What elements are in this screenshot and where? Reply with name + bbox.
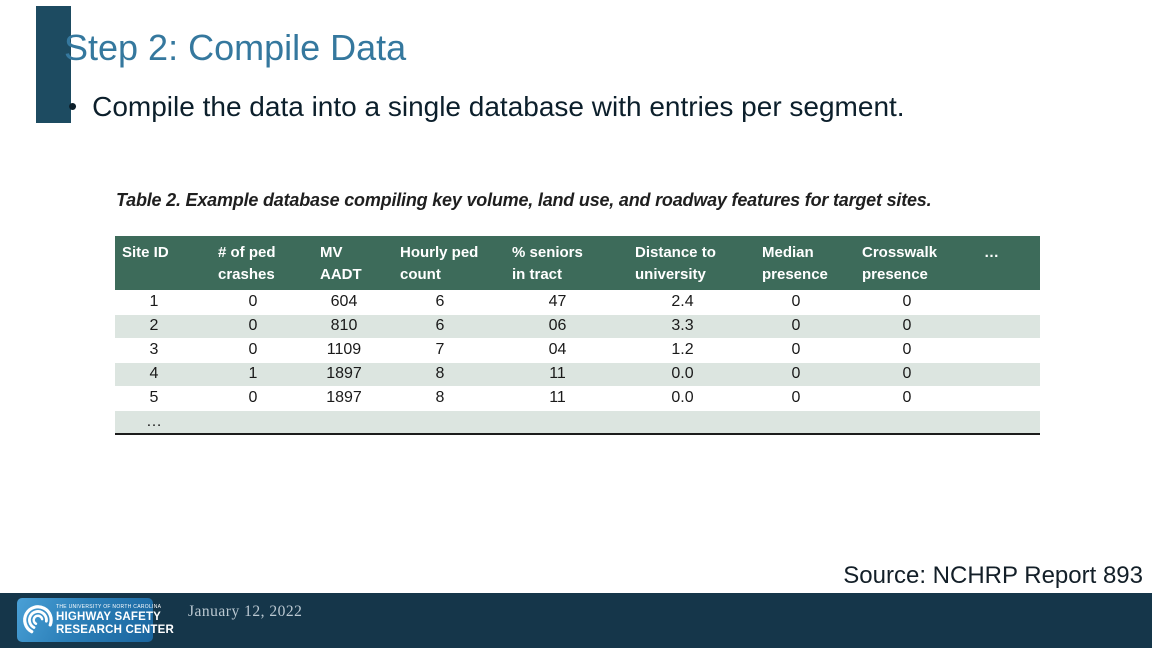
logo-title-line1: HIGHWAY SAFETY [56, 611, 162, 624]
table-cell: 0.0 [628, 385, 755, 411]
table-cell [628, 409, 755, 435]
table-cell: 1 [115, 289, 211, 315]
column-header: MV AADT [313, 236, 393, 290]
table-cell: 0 [855, 361, 977, 387]
table-cell: 11 [505, 361, 628, 387]
table-cell: 0 [211, 337, 313, 363]
table-cell [211, 409, 313, 435]
table-cell: 4 [115, 361, 211, 387]
page-title: Step 2: Compile Data [64, 27, 407, 68]
column-header: Site ID [115, 236, 211, 290]
table-cell: 8 [393, 385, 505, 411]
table-cell: 1.2 [628, 337, 755, 363]
table-cell: 0 [855, 313, 977, 339]
table-cell [977, 361, 1040, 387]
table-cell: 0 [211, 289, 313, 315]
table-row: … [115, 409, 1040, 435]
logo-title-line2: RESEARCH CENTER [56, 623, 175, 636]
table-row: 2 0 810 6 06 3.3 0 0 [115, 313, 1040, 339]
table-cell: 0.0 [628, 361, 755, 387]
column-header: Distance to university [628, 236, 755, 290]
table-cell: 3 [115, 337, 211, 363]
bullet-text: Compile the data into a single database … [92, 91, 905, 122]
table-header: Site ID # of ped crashes MV AADT Hourly ped… [115, 236, 1040, 290]
table-cell: 6 [393, 289, 505, 315]
table-cell: 0 [755, 337, 855, 363]
table-row: 3 0 1109 7 04 1.2 0 0 [115, 337, 1040, 363]
table-cell: 0 [755, 289, 855, 315]
table-cell: 47 [505, 289, 628, 315]
table-cell: 810 [313, 313, 393, 339]
table-cell: 0 [211, 313, 313, 339]
column-header: # of ped crashes [211, 236, 313, 290]
table-cell: 7 [393, 337, 505, 363]
footer-bar: THE UNIVERSITY OF NORTH CAROLINA HIGHWAY… [0, 593, 1152, 648]
table-row: 1 0 604 6 47 2.4 0 0 [115, 289, 1040, 315]
column-header: Crosswalk presence [855, 236, 977, 290]
table-cell: 8 [393, 361, 505, 387]
table-cell: 06 [505, 313, 628, 339]
table-cell: 5 [115, 385, 211, 411]
table-cell [977, 385, 1040, 411]
table-cell: 6 [393, 313, 505, 339]
table-cell: 11 [505, 385, 628, 411]
table-cell: 1 [211, 361, 313, 387]
table-cell: 2.4 [628, 289, 755, 315]
table-cell: 604 [313, 289, 393, 315]
table-cell: … [115, 409, 211, 435]
column-header: Hourly ped count [393, 236, 505, 290]
table-header-row: Site ID # of ped crashes MV AADT Hourly ped… [115, 236, 1040, 290]
bullet-item: • Compile the data into a single databas… [68, 90, 905, 124]
bullet-icon: • [68, 91, 78, 121]
logo-org-name: THE UNIVERSITY OF NORTH CAROLINA [56, 604, 162, 611]
logo-text: THE UNIVERSITY OF NORTH CAROLINA HIGHWAY… [56, 604, 174, 636]
table-cell [505, 409, 628, 435]
hsrc-logo: THE UNIVERSITY OF NORTH CAROLINA HIGHWAY… [17, 598, 174, 642]
column-header: Median presence [755, 236, 855, 290]
column-header: % seniors in tract [505, 236, 628, 290]
slide-date: January 12, 2022 [188, 603, 303, 620]
table-cell: 1897 [313, 385, 393, 411]
table-row: 4 1 1897 8 11 0.0 0 0 [115, 361, 1040, 387]
table-cell: 04 [505, 337, 628, 363]
table-cell: 0 [855, 385, 977, 411]
table-cell [313, 409, 393, 435]
table-cell [755, 409, 855, 435]
table-cell: 0 [211, 385, 313, 411]
table-cell [977, 337, 1040, 363]
table-cell: 0 [855, 337, 977, 363]
table-cell [393, 409, 505, 435]
table-caption: Table 2. Example database compiling key … [116, 190, 932, 210]
table-cell: 0 [755, 313, 855, 339]
table-cell: 0 [755, 361, 855, 387]
source-text: Source: NCHRP Report 893 [843, 562, 1143, 589]
table-row: 5 0 1897 8 11 0.0 0 0 [115, 385, 1040, 411]
table-cell: 0 [855, 289, 977, 315]
table-cell [977, 289, 1040, 315]
table-cell: 2 [115, 313, 211, 339]
table-cell [977, 409, 1040, 435]
table-cell [977, 313, 1040, 339]
table-cell: 0 [755, 385, 855, 411]
table-body: 1 0 604 6 47 2.4 0 0 2 0 810 6 06 3.3 0 0 3 0 1109 7 04 1.2 0 0… [115, 289, 1040, 435]
hsrc-crescents-icon [23, 605, 53, 635]
column-header: … [977, 236, 1040, 290]
accent-bar [36, 6, 71, 123]
data-table: Site ID # of ped crashes MV AADT Hourly ped… [115, 236, 1040, 435]
table-cell: 1897 [313, 361, 393, 387]
table-cell [855, 409, 977, 435]
table-cell: 1109 [313, 337, 393, 363]
table-cell: 3.3 [628, 313, 755, 339]
